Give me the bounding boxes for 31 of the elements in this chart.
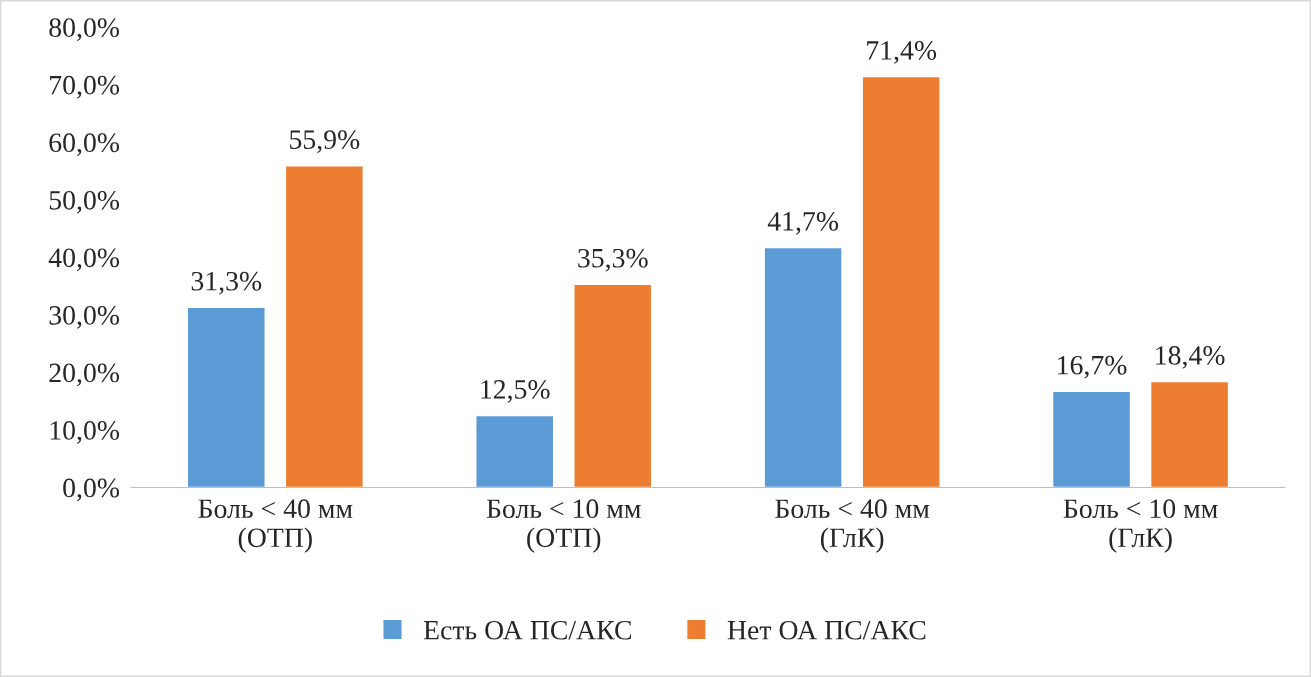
bar xyxy=(186,306,266,488)
y-tick-label: 50,0% xyxy=(49,190,120,214)
bar xyxy=(284,165,364,488)
legend-label: Есть ОА ПС/АКС xyxy=(423,620,631,640)
bar xyxy=(1149,380,1230,488)
y-tick-label: 60,0% xyxy=(49,133,120,157)
bar xyxy=(763,246,843,488)
y-tick-label: 10,0% xyxy=(50,421,120,444)
y-tick-label: 20,0% xyxy=(49,363,120,387)
legend-label: Нет ОА ПС/АКС xyxy=(727,620,926,640)
data-label: 55,9% xyxy=(290,130,360,154)
y-tick-label: 30,0% xyxy=(49,305,120,329)
data-label: 31,3% xyxy=(191,271,262,295)
y-tick-label: 40,0% xyxy=(48,248,120,272)
y-tick-label: 70,0% xyxy=(50,75,120,99)
bar xyxy=(861,75,941,488)
data-label: 71,4% xyxy=(867,41,937,64)
x-tick-label: Боль < 10 мм (ГлК) xyxy=(1063,499,1218,553)
x-tick-label: Боль < 40 мм (ОТП) xyxy=(198,499,353,553)
bar xyxy=(573,283,653,488)
y-tick-label: 0,0% xyxy=(63,478,120,502)
bar xyxy=(1051,390,1132,488)
data-label: 35,3% xyxy=(578,248,648,272)
data-label: 18,4% xyxy=(1156,346,1225,369)
y-tick-label: 80,0% xyxy=(49,18,120,41)
x-tick-label: Боль < 10 мм (ОТП) xyxy=(486,499,641,553)
data-label: 12,5% xyxy=(481,380,550,403)
data-label: 41,7% xyxy=(767,211,839,235)
data-label: 16,7% xyxy=(1058,355,1127,379)
x-tick-label: Боль < 40 мм (ГлК) xyxy=(775,499,930,553)
bar xyxy=(475,414,555,488)
